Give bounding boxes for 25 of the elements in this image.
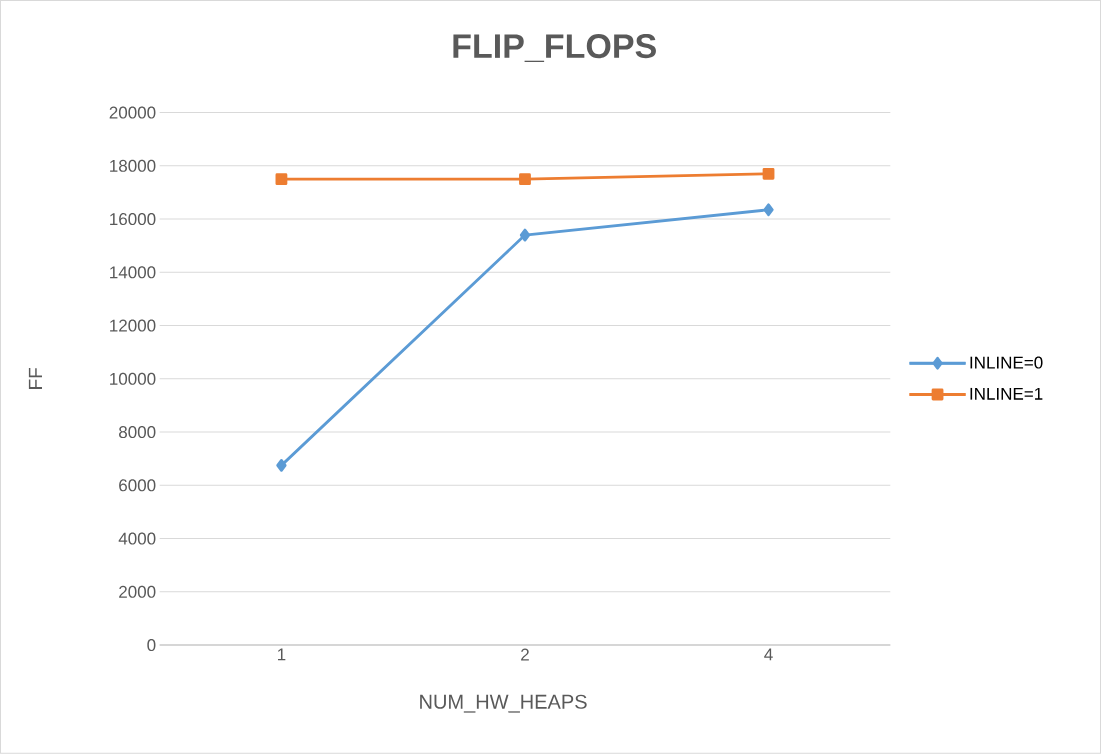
point — [519, 173, 531, 186]
y-tick-label: 8000 — [119, 426, 156, 439]
y-tick-label: 6000 — [119, 479, 156, 492]
point — [276, 459, 287, 472]
y-tick-label: 16000 — [110, 213, 156, 226]
x-axis-title: NUM_HW_HEAPS — [420, 694, 587, 713]
y-tick-label: 4000 — [118, 532, 156, 545]
y-tick-label: 10000 — [110, 372, 156, 386]
y-tick-label: 18000 — [110, 159, 156, 173]
point — [763, 203, 774, 217]
legend-label: INLINE=1 — [970, 388, 1043, 400]
point — [275, 173, 288, 186]
y-tick-label: 2000 — [119, 585, 156, 599]
legend-label: INLINE=0 — [970, 356, 1043, 369]
chart-title: FLIP_FLOPS — [453, 34, 656, 63]
y-tick-label: 20000 — [109, 106, 156, 119]
x-tick-label: 1 — [277, 648, 286, 661]
y-tick-label: 14000 — [110, 266, 156, 279]
point — [762, 168, 775, 180]
x-tick-label: 4 — [764, 648, 773, 661]
point — [519, 228, 531, 242]
y-axis-title: FF — [28, 368, 42, 390]
y-tick-label: 0 — [147, 639, 156, 652]
y-tick-label: 12000 — [110, 319, 156, 332]
x-tick-label: 2 — [521, 648, 529, 661]
